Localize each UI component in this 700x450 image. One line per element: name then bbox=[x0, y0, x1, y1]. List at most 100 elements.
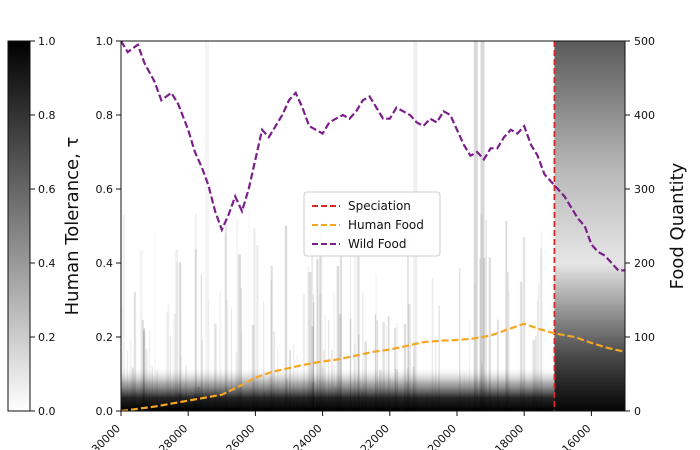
y-axis-left-ticks: 0.0 0.2 0.4 0.6 0.8 1.0 bbox=[96, 35, 121, 418]
heatmap-streak bbox=[169, 335, 172, 411]
heatmap-streak bbox=[412, 366, 415, 411]
heatmap-post-speciation bbox=[554, 41, 625, 411]
heatmap-streak bbox=[178, 393, 182, 411]
x-tick-label: 24000 bbox=[291, 422, 325, 450]
heatmap-streak bbox=[375, 273, 378, 411]
heatmap-streak bbox=[473, 41, 478, 411]
heatmap-streak bbox=[297, 355, 299, 411]
heatmap-streak bbox=[224, 232, 227, 411]
x-tick-label: 30000 bbox=[89, 422, 123, 450]
heatmap-streak bbox=[435, 337, 437, 411]
y-left-tick-label: 0.6 bbox=[96, 183, 114, 196]
y-right-tick-label: 0 bbox=[634, 405, 641, 418]
heatmap-streak bbox=[404, 394, 406, 411]
colorbar-tick-label: 0.0 bbox=[38, 405, 56, 418]
heatmap-streak bbox=[268, 376, 271, 411]
heatmap-streak bbox=[537, 283, 540, 411]
plot-area: 30000 28000 26000 24000 22000 20000 18000 16000… bbox=[89, 35, 655, 450]
heatmap-streak bbox=[126, 350, 129, 411]
heatmap-streak bbox=[251, 324, 255, 411]
heatmap-streak bbox=[285, 379, 288, 411]
heatmap-streak bbox=[505, 220, 508, 411]
heatmap-streak bbox=[483, 257, 486, 411]
y-right-tick-label: 100 bbox=[634, 331, 655, 344]
heatmap-streak bbox=[156, 369, 158, 411]
heatmap-streak bbox=[179, 262, 182, 411]
heatmap-streak bbox=[395, 369, 399, 411]
heatmap-streak bbox=[426, 393, 428, 411]
heatmap-streak bbox=[322, 349, 326, 411]
heatmap-streak bbox=[535, 336, 537, 411]
heatmap-streak bbox=[253, 228, 256, 411]
heatmap-streak bbox=[302, 294, 306, 411]
heatmap-streak bbox=[328, 319, 330, 411]
heatmap-streak bbox=[131, 367, 134, 411]
heatmap-streak bbox=[318, 234, 321, 411]
legend-label-wild-food: Wild Food bbox=[348, 237, 406, 251]
x-tick-label: 26000 bbox=[224, 422, 258, 450]
x-tick-label: 20000 bbox=[425, 422, 459, 450]
heatmap-streak bbox=[289, 350, 291, 411]
series-line-wild-food bbox=[121, 41, 625, 272]
colorbar-tick-label: 0.4 bbox=[38, 257, 56, 270]
colorbar-tick-label: 0.8 bbox=[38, 109, 56, 122]
y-left-tick-label: 0.2 bbox=[96, 331, 114, 344]
heatmap-streak bbox=[405, 382, 408, 411]
heatmap-streak bbox=[318, 293, 322, 411]
heatmap-streak bbox=[122, 215, 125, 411]
heatmap-streak bbox=[263, 301, 265, 411]
heatmap-streak bbox=[468, 319, 471, 411]
heatmap-streak bbox=[319, 217, 323, 411]
y-right-tick-label: 300 bbox=[634, 183, 655, 196]
y-left-tick-label: 0.8 bbox=[96, 109, 114, 122]
heatmap-streak bbox=[225, 220, 227, 411]
heatmap-streak bbox=[154, 233, 155, 411]
x-tick-label: 28000 bbox=[156, 422, 190, 450]
x-tick-label: 22000 bbox=[358, 422, 392, 450]
heatmap-streak bbox=[311, 241, 314, 411]
heatmap-streak bbox=[479, 258, 482, 411]
heatmap-streak bbox=[403, 323, 407, 411]
heatmap-streak bbox=[480, 41, 485, 411]
heatmap-streak bbox=[532, 395, 535, 411]
heatmap-streak bbox=[389, 377, 391, 411]
heatmap-streak bbox=[376, 320, 379, 411]
heatmap-streak bbox=[385, 325, 387, 411]
heatmap-streak bbox=[431, 277, 434, 411]
heatmap-streak bbox=[382, 321, 385, 411]
heatmap-streak bbox=[349, 318, 352, 411]
heatmap-streak bbox=[313, 302, 315, 411]
heatmap-streak bbox=[185, 365, 187, 411]
heatmap-streak bbox=[379, 369, 382, 411]
heatmap-streak bbox=[236, 219, 238, 411]
heatmap-streak bbox=[139, 250, 143, 411]
heatmap-streak bbox=[358, 335, 360, 411]
heatmap-streak bbox=[194, 248, 197, 411]
y-left-tick-label: 1.0 bbox=[96, 35, 114, 48]
y-right-tick-label: 400 bbox=[634, 109, 655, 122]
heatmap-streak bbox=[407, 303, 411, 411]
colorbar-tick-label: 0.2 bbox=[38, 331, 56, 344]
heatmap-streak bbox=[316, 236, 318, 411]
heatmap-streak bbox=[235, 352, 238, 411]
heatmap-streak bbox=[364, 341, 367, 411]
heatmap-streak bbox=[335, 386, 337, 411]
heatmap-streak bbox=[175, 249, 179, 411]
heatmap-streak bbox=[201, 339, 203, 411]
heatmap-streak bbox=[205, 41, 209, 411]
heatmap-streak bbox=[200, 274, 203, 411]
heatmap-streak bbox=[413, 341, 416, 411]
heatmap-streak bbox=[277, 349, 279, 411]
heatmap-streak bbox=[306, 266, 310, 411]
heatmap-streak bbox=[308, 272, 312, 411]
heatmap-streak bbox=[488, 257, 491, 411]
heatmap-streak bbox=[256, 245, 259, 411]
heatmap-streak bbox=[321, 367, 324, 411]
heatmap-streak bbox=[532, 340, 536, 411]
heatmap-streak bbox=[173, 314, 177, 411]
heatmap-streak bbox=[293, 343, 295, 411]
legend: Speciation Human Food Wild Food bbox=[303, 191, 441, 257]
heatmap-streak bbox=[240, 330, 243, 411]
heatmap-streak bbox=[148, 330, 151, 411]
